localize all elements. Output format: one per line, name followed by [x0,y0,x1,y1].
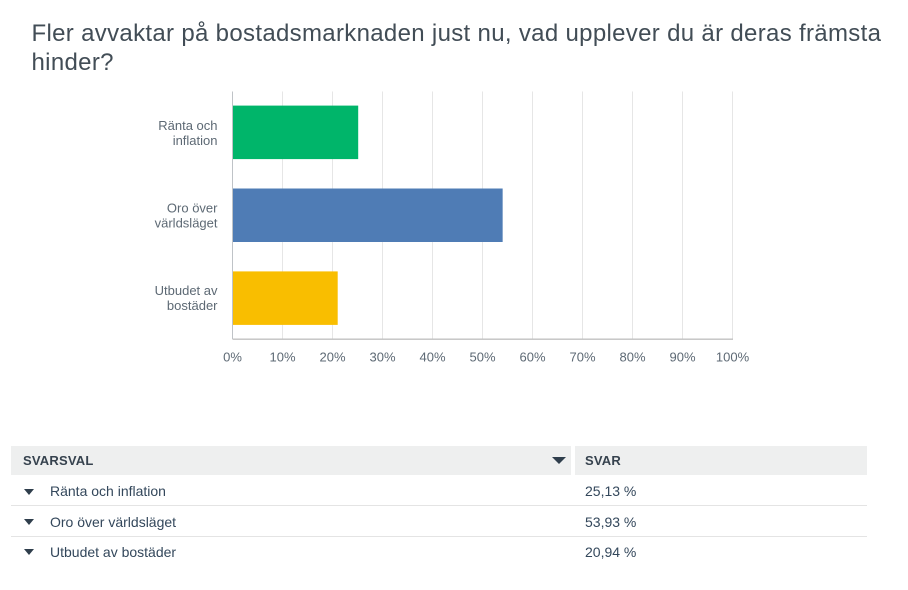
svg-text:20%: 20% [319,350,345,365]
svg-text:bostäder: bostäder [167,298,218,313]
svg-text:Oro över: Oro över [167,200,218,215]
svg-text:Utbudet av: Utbudet av [155,283,218,298]
svg-text:Ränta och: Ränta och [158,118,217,133]
svg-text:inflation: inflation [173,133,218,148]
svg-text:80%: 80% [619,350,645,365]
svg-text:50%: 50% [469,350,495,365]
svg-text:världsläget: världsläget [155,215,218,230]
svg-text:30%: 30% [369,350,395,365]
svg-text:90%: 90% [669,350,695,365]
svg-text:10%: 10% [269,350,295,365]
svg-text:100%: 100% [716,350,750,365]
svg-text:60%: 60% [519,350,545,365]
svg-text:40%: 40% [419,350,445,365]
svg-text:0%: 0% [223,350,242,365]
svg-text:70%: 70% [569,350,595,365]
